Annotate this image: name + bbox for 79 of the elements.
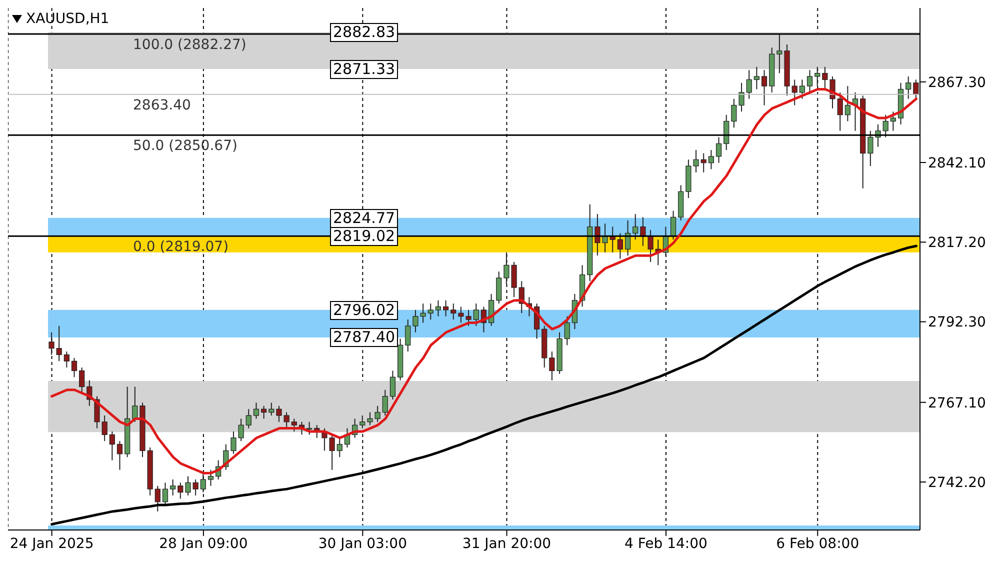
candlestick xyxy=(261,405,267,420)
candlestick xyxy=(799,79,805,100)
candlestick xyxy=(670,210,676,240)
y-tick-label: 2867.30 xyxy=(928,74,986,91)
candlestick xyxy=(48,332,54,356)
candlestick xyxy=(102,414,108,442)
chart-title: XAUUSD,H1 xyxy=(26,11,110,27)
candlestick xyxy=(913,79,919,100)
annotation: 2787.40 xyxy=(330,328,398,348)
candlestick xyxy=(64,351,70,368)
candlestick xyxy=(336,437,342,458)
candlestick xyxy=(253,402,260,420)
candlestick xyxy=(700,152,706,173)
candlestick xyxy=(844,86,850,122)
x-tick-label: 30 Jan 03:00 xyxy=(318,536,408,552)
candlestick xyxy=(450,303,456,320)
candlestick xyxy=(617,232,623,260)
candlestick xyxy=(405,319,411,352)
candlestick xyxy=(496,271,502,304)
candlestick xyxy=(473,303,479,326)
candlestick xyxy=(428,303,434,320)
y-tick-label: 2842.10 xyxy=(928,155,986,172)
ref-line-label: 50.0 (2850.67) xyxy=(133,138,238,154)
annotation: 2824.77 xyxy=(330,208,398,228)
ref-line-label: 2863.40 xyxy=(133,97,191,114)
candlestick xyxy=(754,66,760,90)
candlestick xyxy=(890,111,896,132)
y-tick-label: 2767.10 xyxy=(928,395,986,412)
candlestick xyxy=(746,70,752,100)
y-tick-label: 2817.20 xyxy=(928,235,986,252)
candlestick xyxy=(882,114,888,138)
candlestick xyxy=(708,150,714,170)
candlestick xyxy=(435,300,442,317)
candlestick xyxy=(109,430,115,461)
candlestick xyxy=(154,485,160,512)
candlestick xyxy=(306,421,312,436)
annotation: 2871.33 xyxy=(330,60,398,79)
candlestick xyxy=(208,469,214,486)
candlestick xyxy=(632,213,638,240)
candlestick xyxy=(716,136,722,164)
candlestick xyxy=(640,216,646,246)
candlestick xyxy=(268,402,274,416)
y-tick-label: 2792.30 xyxy=(928,314,986,331)
ref-line-label: 100.0 (2882.27) xyxy=(133,36,246,53)
annotation: 2882.83 xyxy=(330,23,398,42)
candlestick xyxy=(56,325,62,362)
x-tick-label: 4 Feb 14:00 xyxy=(624,536,708,552)
candlestick xyxy=(162,482,168,506)
candlestick xyxy=(806,70,813,93)
candlestick xyxy=(761,70,768,106)
candlestick xyxy=(382,389,388,416)
candlestick xyxy=(170,478,176,496)
candlestick xyxy=(291,418,297,432)
candlestick xyxy=(814,66,820,87)
candlestick xyxy=(564,316,570,346)
candlestick xyxy=(792,79,798,106)
x-tick-label: 24 Jan 2025 xyxy=(10,536,94,552)
candlestick xyxy=(178,482,184,500)
candlestick xyxy=(724,114,730,151)
x-tick-label: 31 Jan 20:00 xyxy=(462,536,552,552)
y-tick-label: 2742.20 xyxy=(928,474,986,491)
annotation: 2819.02 xyxy=(330,227,398,246)
candlestick xyxy=(132,386,138,422)
candlestick xyxy=(246,408,252,429)
candlestick xyxy=(390,370,396,400)
candlestick xyxy=(71,357,78,378)
candlestick xyxy=(442,300,449,317)
candlestick xyxy=(648,229,654,262)
candlestick xyxy=(906,76,912,100)
x-tick-label: 6 Feb 08:00 xyxy=(776,536,860,552)
candlestick xyxy=(79,367,85,394)
ref-line-label: 0.0 (2819.07) xyxy=(133,239,229,256)
annotation: 2796.02 xyxy=(330,300,398,320)
candlestick xyxy=(868,130,874,167)
candlestick xyxy=(837,92,843,132)
candlestick xyxy=(200,472,206,493)
candlestick xyxy=(116,440,123,470)
x-tick-label: 28 Jan 09:00 xyxy=(159,536,248,552)
candlestick xyxy=(360,414,366,429)
